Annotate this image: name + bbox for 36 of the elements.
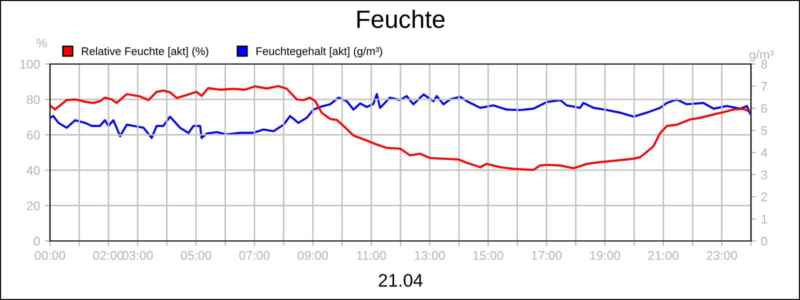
y2-tick-label: 5 xyxy=(761,126,768,136)
y2-axis-title: g/m³ xyxy=(750,50,774,62)
y-tick-label: 0 xyxy=(34,236,40,246)
x-tick-label: 15:00 xyxy=(473,251,504,260)
x-tick-label: 00:00 xyxy=(34,251,66,260)
legend-label: Relative Feuchte [akt] (%) xyxy=(82,46,208,58)
y-tick-label: 60 xyxy=(27,130,40,140)
x-tick-label: 23:00 xyxy=(706,251,737,260)
y2-tick-label: 6 xyxy=(761,104,768,113)
y-axis-title: % xyxy=(36,38,47,48)
line-series xyxy=(50,85,750,171)
x-axis-title: 21.04 xyxy=(378,274,423,287)
x-tick-label: 07:00 xyxy=(239,251,270,260)
y-tick-label: 80 xyxy=(26,95,40,104)
chart-title: Feuchte xyxy=(357,10,445,28)
y2-tick-label: 0 xyxy=(761,236,768,246)
x-tick-label: 02:00 xyxy=(93,251,124,260)
x-tick-label: 03:00 xyxy=(122,251,153,260)
legend-label: Feuchtegehalt [akt] (g/m³) xyxy=(256,46,382,58)
y2-tick-label: 2 xyxy=(761,192,768,202)
y2-tick-label: 8 xyxy=(761,60,768,69)
y2-tick-label: 4 xyxy=(761,148,768,158)
y-tick-label: 20 xyxy=(27,201,40,210)
y2-tick-label: 7 xyxy=(761,82,768,91)
y-tick-label: 40 xyxy=(26,166,40,175)
y2-tick-label: 3 xyxy=(761,170,768,180)
x-tick-label: 05:00 xyxy=(180,251,212,260)
x-tick-label: 21:00 xyxy=(648,251,679,260)
x-tick-label: 11:00 xyxy=(357,251,386,260)
x-tick-label: 19:00 xyxy=(590,251,620,260)
line-series xyxy=(50,93,751,139)
x-tick-label: 09:00 xyxy=(298,251,328,260)
x-tick-label: 17:00 xyxy=(532,251,562,260)
y-tick-label: 100 xyxy=(20,60,40,69)
x-tick-label: 13:00 xyxy=(415,251,445,260)
y2-tick-label: 1 xyxy=(762,214,768,224)
